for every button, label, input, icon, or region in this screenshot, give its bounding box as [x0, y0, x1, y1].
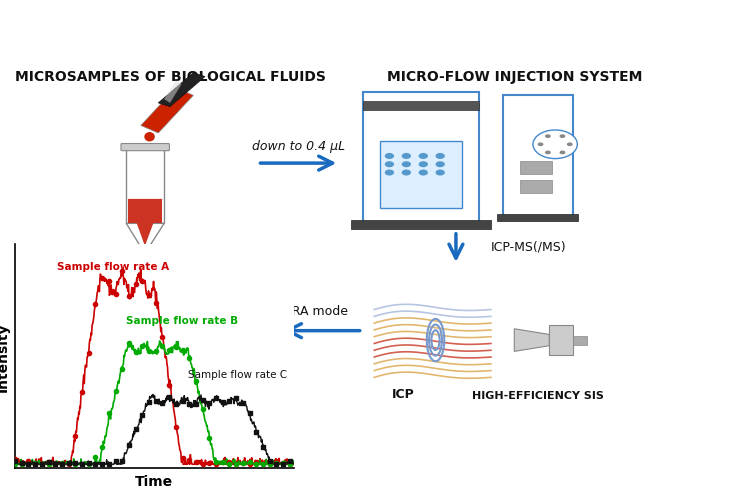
Text: ICP: ICP — [392, 387, 415, 401]
Circle shape — [545, 151, 550, 155]
Circle shape — [435, 162, 445, 168]
Polygon shape — [141, 89, 194, 134]
Circle shape — [533, 131, 578, 159]
Y-axis label: Intensity: Intensity — [0, 322, 10, 391]
X-axis label: Time: Time — [136, 474, 173, 488]
FancyBboxPatch shape — [503, 96, 573, 216]
FancyBboxPatch shape — [363, 92, 479, 224]
Circle shape — [419, 154, 428, 160]
Circle shape — [567, 143, 573, 147]
Circle shape — [435, 170, 445, 176]
Polygon shape — [128, 200, 163, 246]
FancyBboxPatch shape — [520, 162, 552, 175]
Circle shape — [401, 170, 411, 176]
Text: ICP-MS(/MS): ICP-MS(/MS) — [491, 240, 566, 253]
Circle shape — [385, 170, 394, 176]
Circle shape — [435, 154, 445, 160]
Polygon shape — [127, 224, 164, 254]
Polygon shape — [158, 74, 205, 107]
Text: HIGH-EFFICIENCY SIS: HIGH-EFFICIENCY SIS — [471, 390, 604, 401]
Circle shape — [419, 162, 428, 168]
Circle shape — [419, 170, 428, 176]
Text: Sample flow rate C: Sample flow rate C — [188, 370, 288, 380]
FancyBboxPatch shape — [363, 102, 479, 111]
Text: Sample flow rate A: Sample flow rate A — [56, 262, 169, 272]
Polygon shape — [164, 81, 181, 103]
Circle shape — [538, 143, 544, 147]
FancyBboxPatch shape — [380, 141, 462, 209]
FancyBboxPatch shape — [549, 325, 573, 355]
FancyBboxPatch shape — [520, 181, 552, 194]
Ellipse shape — [145, 133, 155, 142]
Circle shape — [545, 135, 550, 139]
Circle shape — [385, 162, 394, 168]
Circle shape — [559, 151, 566, 155]
Circle shape — [401, 154, 411, 160]
FancyBboxPatch shape — [121, 144, 169, 151]
FancyBboxPatch shape — [573, 336, 587, 345]
Circle shape — [385, 154, 394, 160]
Polygon shape — [514, 329, 549, 352]
Text: MICRO-FLOW INJECTION SYSTEM: MICRO-FLOW INJECTION SYSTEM — [386, 70, 642, 84]
FancyBboxPatch shape — [351, 220, 491, 229]
Text: Sample flow rate B: Sample flow rate B — [127, 316, 238, 326]
Text: down to 0.4 μL: down to 0.4 μL — [252, 140, 345, 152]
FancyBboxPatch shape — [497, 215, 578, 222]
Text: MICROSAMPLES OF BIOLOGICAL FLUIDS: MICROSAMPLES OF BIOLOGICAL FLUIDS — [14, 70, 325, 84]
Circle shape — [559, 135, 566, 139]
Circle shape — [401, 162, 411, 168]
Polygon shape — [127, 149, 164, 224]
Polygon shape — [128, 200, 163, 224]
Text: TRA mode: TRA mode — [284, 305, 348, 318]
